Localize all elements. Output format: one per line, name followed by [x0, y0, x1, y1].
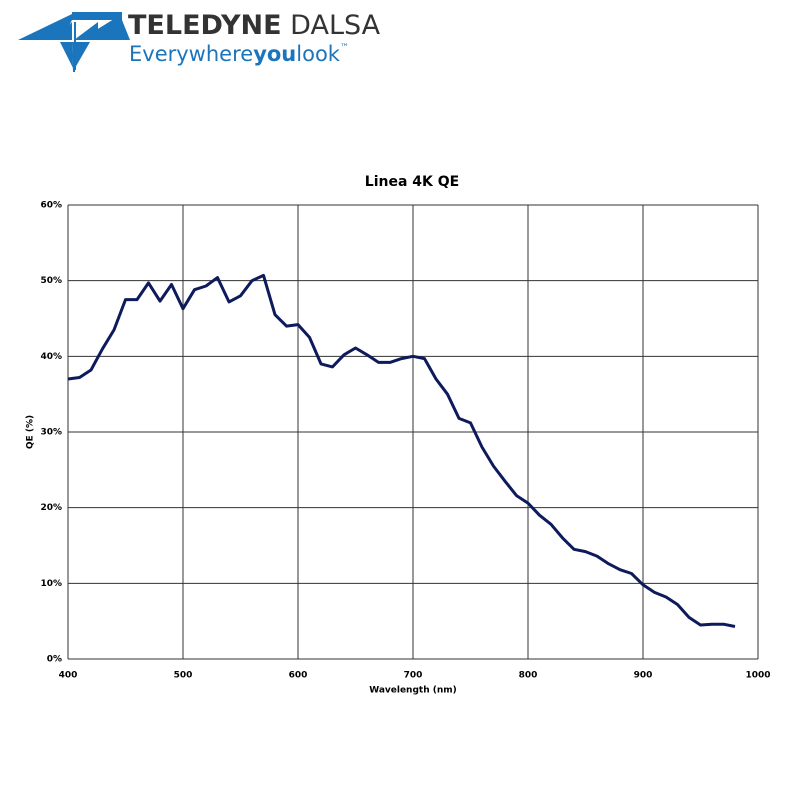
x-axis-label: Wavelength (nm): [369, 686, 457, 696]
chart-title: Linea 4K QE: [365, 174, 459, 190]
x-tick-label: 500: [174, 671, 193, 681]
x-tick-label: 700: [404, 671, 423, 681]
y-tick-label: 60%: [40, 201, 62, 211]
x-tick-label: 600: [289, 671, 308, 681]
logo-brand: TELEDYNE DALSA: [128, 10, 381, 41]
y-axis-label: QE (%): [26, 415, 36, 449]
y-tick-label: 20%: [40, 503, 62, 513]
y-tick-label: 0%: [47, 655, 62, 665]
x-tick-label: 1000: [745, 671, 770, 681]
logo-icon: [18, 12, 130, 72]
y-tick-label: 30%: [40, 428, 62, 438]
y-tick-label: 50%: [40, 276, 62, 286]
y-tick-label: 40%: [40, 352, 62, 362]
y-tick-label: 10%: [40, 579, 62, 589]
x-tick-label: 900: [634, 671, 653, 681]
x-tick-label: 400: [59, 671, 78, 681]
logo-tagline: Everywhereyoulook™: [129, 42, 349, 66]
x-tick-label: 800: [519, 671, 538, 681]
qe-line: [67, 273, 736, 628]
